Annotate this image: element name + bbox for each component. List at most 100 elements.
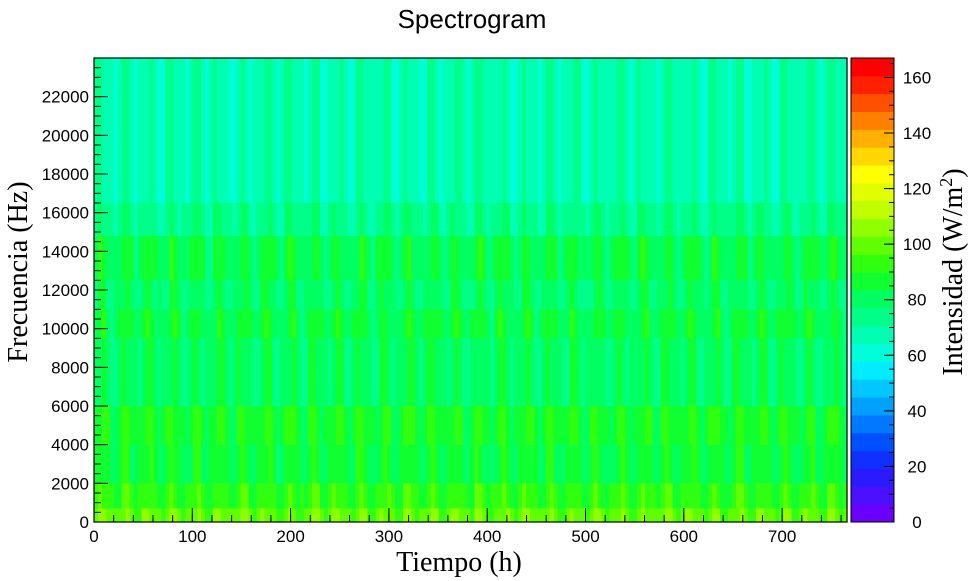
heatmap-cell xyxy=(664,483,670,509)
heatmap-cell xyxy=(636,203,642,236)
heatmap-cell xyxy=(827,280,832,310)
heatmap-cell xyxy=(629,203,634,236)
heatmap-cell xyxy=(212,406,218,445)
heatmap-cell xyxy=(549,508,555,522)
heatmap-cell xyxy=(161,203,166,236)
heatmap-cell xyxy=(482,309,487,339)
heatmap-cell xyxy=(827,483,832,509)
heatmap-cell xyxy=(264,309,269,339)
heatmap-cell xyxy=(181,508,186,522)
heatmap-cell xyxy=(411,444,416,484)
heatmap-cell xyxy=(819,280,824,310)
heatmap-cell xyxy=(549,203,555,236)
heatmap-cell xyxy=(510,203,515,236)
heatmap-cell xyxy=(371,483,376,509)
heatmap-cell xyxy=(268,309,273,339)
heatmap-cell xyxy=(831,235,836,281)
heatmap-cell xyxy=(791,280,797,310)
heatmap-cell xyxy=(494,280,499,310)
heatmap-cell xyxy=(236,58,242,203)
heatmap-cell xyxy=(185,235,190,281)
heatmap-cell xyxy=(676,203,682,236)
heatmap-cell xyxy=(522,280,527,310)
heatmap-cell xyxy=(525,203,531,236)
heatmap-cell xyxy=(442,280,448,310)
heatmap-cell xyxy=(351,338,357,406)
heatmap-cell xyxy=(502,280,507,310)
heatmap-cell xyxy=(759,235,765,281)
heatmap-cell xyxy=(664,280,670,310)
heatmap-cell xyxy=(569,235,575,281)
heatmap-cell xyxy=(173,203,178,236)
heatmap-cell xyxy=(212,203,218,236)
heatmap-cell xyxy=(775,280,781,310)
heatmap-cell xyxy=(232,58,238,203)
heatmap-cell xyxy=(304,444,309,484)
heatmap-cell xyxy=(510,444,515,484)
heatmap-cell xyxy=(680,280,686,310)
heatmap-cell xyxy=(621,235,626,281)
heatmap-cell xyxy=(585,309,590,339)
heatmap-cell xyxy=(288,58,293,203)
heatmap-cell xyxy=(335,203,341,236)
heatmap-cell xyxy=(664,508,670,522)
heatmap-cell xyxy=(486,338,491,406)
heatmap-cell xyxy=(268,483,273,509)
heatmap-cell xyxy=(529,58,535,203)
heatmap-cell xyxy=(434,406,440,445)
heatmap-cell xyxy=(264,203,269,236)
heatmap-cell xyxy=(823,483,828,509)
heatmap-cell xyxy=(537,508,543,522)
heatmap-cell xyxy=(387,338,392,406)
heatmap-cell xyxy=(803,203,808,236)
heatmap-cell xyxy=(193,309,198,339)
heatmap-cell xyxy=(775,235,781,281)
heatmap-cell xyxy=(319,309,325,339)
heatmap-cell xyxy=(660,508,666,522)
heatmap-cell xyxy=(692,309,697,339)
heatmap-cell xyxy=(268,280,273,310)
heatmap-cell xyxy=(843,58,848,203)
heatmap-cell xyxy=(359,235,365,281)
heatmap-cell xyxy=(779,338,785,406)
heatmap-cell xyxy=(696,280,701,310)
heatmap-cell xyxy=(763,203,769,236)
heatmap-cell xyxy=(470,338,476,406)
heatmap-cell xyxy=(204,235,210,281)
heatmap-cell xyxy=(739,508,745,522)
heatmap-cell xyxy=(549,58,555,203)
heatmap-cell xyxy=(831,508,836,522)
heatmap-cell xyxy=(462,483,468,509)
heatmap-cell xyxy=(692,444,697,484)
heatmap-cell xyxy=(169,338,174,406)
heatmap-cell xyxy=(189,508,194,522)
heatmap-cell xyxy=(799,58,805,203)
heatmap-cell xyxy=(101,58,107,203)
heatmap-cell xyxy=(260,444,266,484)
heatmap-cell xyxy=(415,508,420,522)
heatmap-cell xyxy=(232,483,238,509)
heatmap-cell xyxy=(831,309,836,339)
heatmap-cell xyxy=(141,309,147,339)
heatmap-cell xyxy=(474,338,480,406)
heatmap-cell xyxy=(597,406,602,445)
heatmap-cell xyxy=(426,203,432,236)
heatmap-cell xyxy=(763,338,769,406)
y-tick-label: 20000 xyxy=(42,126,89,145)
heatmap-cell xyxy=(228,444,234,484)
heatmap-cell xyxy=(835,444,840,484)
heatmap-cell xyxy=(201,444,206,484)
heatmap-cell xyxy=(240,280,246,310)
heatmap-cell xyxy=(105,280,111,310)
heatmap-cell xyxy=(843,338,848,406)
color-scale-label-main: Intensidad (W/m xyxy=(938,186,969,375)
heatmap-cell xyxy=(660,58,666,203)
color-scale-swatch xyxy=(851,129,894,148)
heatmap-cell xyxy=(351,235,357,281)
heatmap-cell xyxy=(252,483,258,509)
heatmap-cell xyxy=(165,406,170,445)
heatmap-cell xyxy=(799,309,805,339)
heatmap-cell xyxy=(724,483,729,509)
heatmap-cell xyxy=(486,235,491,281)
heatmap-cell xyxy=(779,483,785,509)
